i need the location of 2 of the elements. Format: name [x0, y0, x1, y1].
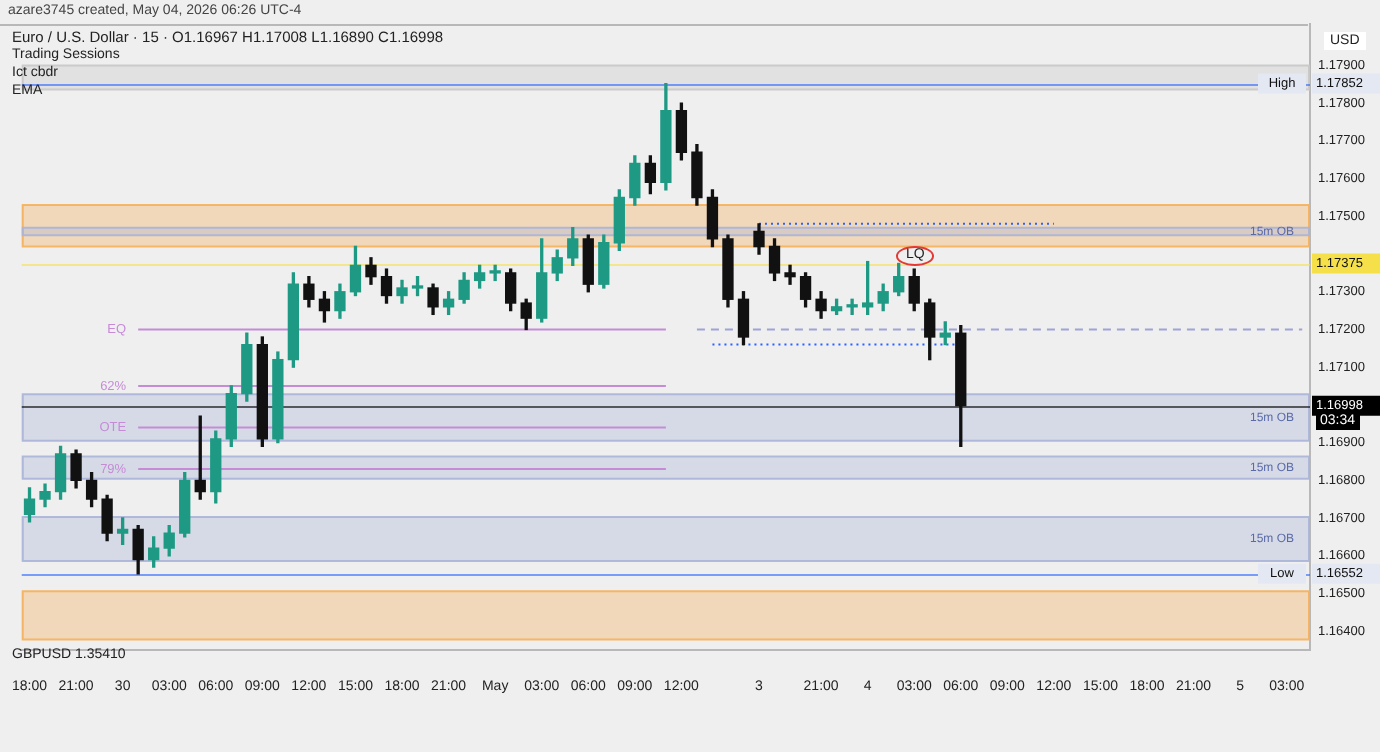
candlestick [846, 298, 858, 316]
candlestick [784, 264, 796, 285]
